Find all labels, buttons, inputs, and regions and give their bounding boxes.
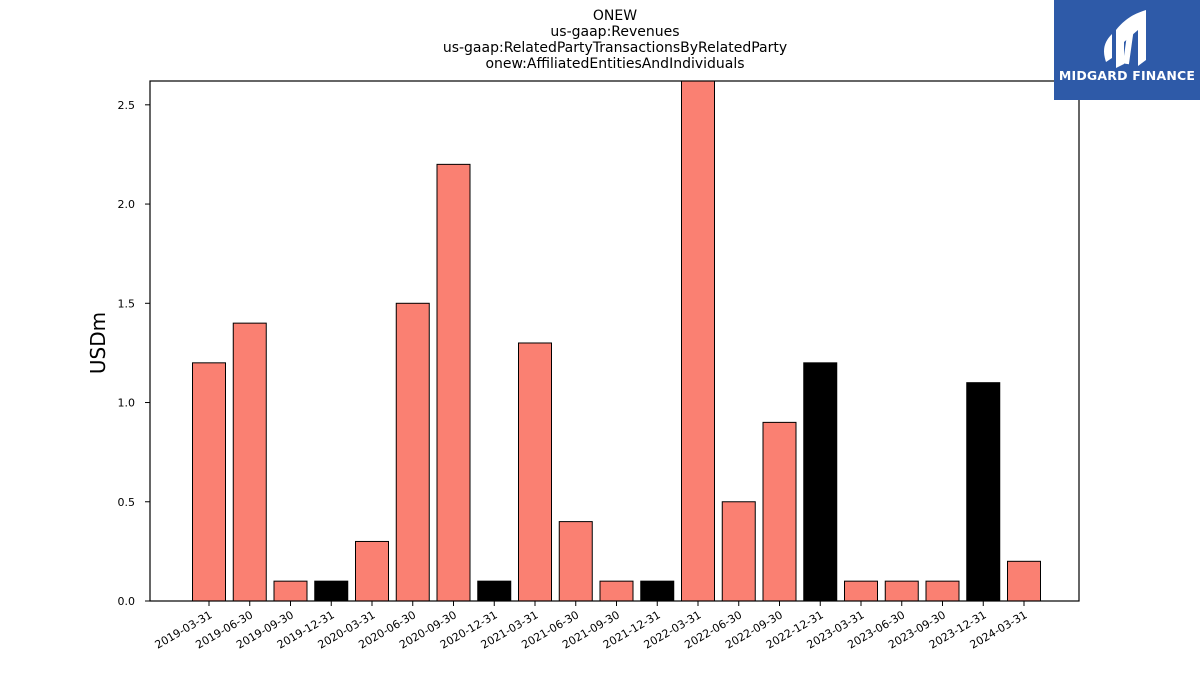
y-tick-label: 2.0 [118, 198, 136, 211]
bar [314, 580, 349, 602]
chart-title: ONEWus-gaap:Revenuesus-gaap:RelatedParty… [443, 8, 787, 72]
bars [192, 80, 1041, 602]
bar [558, 521, 593, 602]
brand-logo: MIDGARD FINANCE [1054, 0, 1200, 100]
bar [721, 501, 756, 602]
bar [844, 580, 878, 602]
bar [925, 580, 960, 602]
chart-title-line: ONEW [593, 8, 637, 24]
bar [232, 322, 267, 602]
bar [395, 302, 430, 602]
bar [884, 580, 919, 602]
y-tick-label: 0.0 [118, 595, 136, 608]
bar [803, 362, 838, 602]
bar [192, 362, 226, 602]
y-axis-label: USDm [86, 312, 110, 374]
y-tick-label: 1.0 [118, 397, 136, 410]
bar [273, 580, 308, 602]
bar [681, 80, 715, 602]
bar [477, 580, 512, 602]
chart-title-line: us-gaap:RelatedPartyTransactionsByRelate… [443, 40, 787, 56]
y-tick-label: 0.5 [118, 496, 136, 509]
bar [640, 580, 675, 602]
bar [762, 421, 797, 602]
plot-frame [149, 80, 1080, 602]
bar [436, 163, 471, 602]
y-tick-label: 1.5 [118, 297, 136, 310]
x-axis: 2019-03-312019-06-302019-09-302019-12-31… [153, 601, 1030, 652]
bar [355, 540, 389, 602]
chart-title-line: onew:AffiliatedEntitiesAndIndividuals [485, 56, 744, 72]
logo-mark-icon [1104, 10, 1146, 68]
bar [599, 580, 634, 602]
bar [1007, 560, 1041, 602]
y-tick-label: 2.5 [118, 99, 136, 112]
y-axis: 0.0 0.5 1.0 1.5 2.0 2.5 [118, 99, 150, 608]
bar [518, 342, 552, 602]
bar [966, 382, 1001, 602]
brand-name: MIDGARD FINANCE [1058, 68, 1196, 83]
chart-title-line: us-gaap:Revenues [550, 24, 679, 40]
